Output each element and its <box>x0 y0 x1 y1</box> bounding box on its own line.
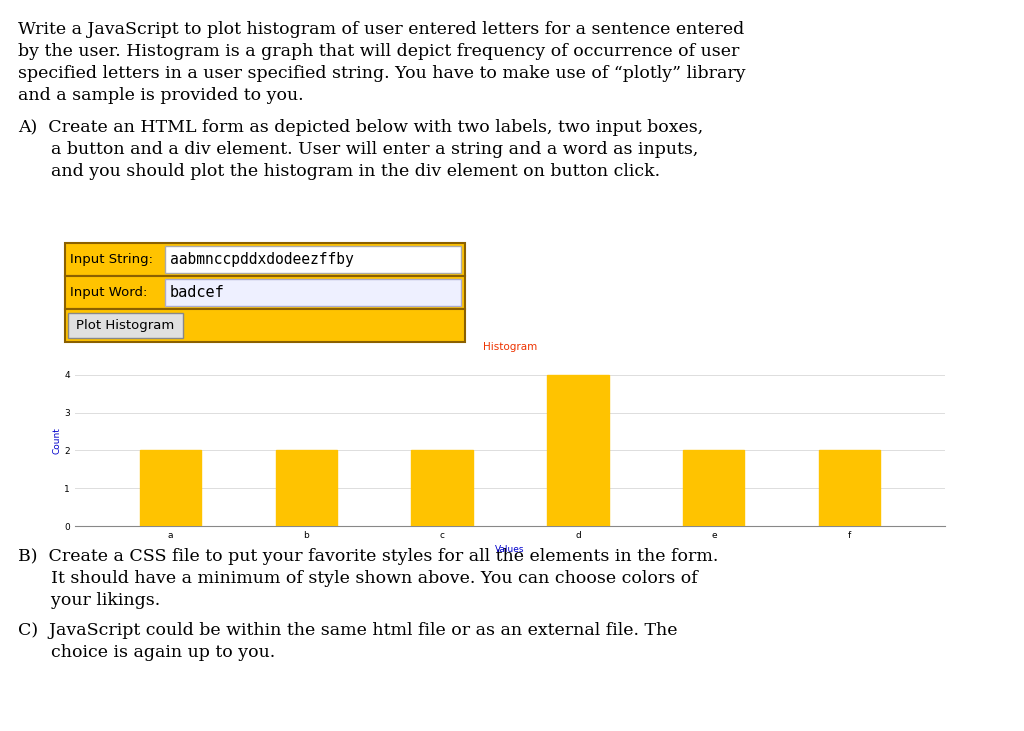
Text: a button and a div element. User will enter a string and a word as inputs,: a button and a div element. User will en… <box>18 141 698 158</box>
Text: B)  Create a CSS file to put your favorite styles for all the elements in the fo: B) Create a CSS file to put your favorit… <box>18 548 719 565</box>
Bar <box>819 450 881 526</box>
Text: Input String:: Input String: <box>70 253 153 266</box>
Bar <box>165 246 461 273</box>
Bar <box>548 375 608 526</box>
Bar <box>275 450 337 526</box>
Text: by the user. Histogram is a graph that will depict frequency of occurrence of us: by the user. Histogram is a graph that w… <box>18 43 739 60</box>
Text: choice is again up to you.: choice is again up to you. <box>18 644 275 661</box>
Bar <box>65 243 465 276</box>
Y-axis label: Count: Count <box>52 428 61 455</box>
Title: Histogram: Histogram <box>483 342 538 352</box>
Text: and you should plot the histogram in the div element on button click.: and you should plot the histogram in the… <box>18 163 660 180</box>
Bar <box>65 309 465 342</box>
Bar <box>139 450 201 526</box>
Text: A)  Create an HTML form as depicted below with two labels, two input boxes,: A) Create an HTML form as depicted below… <box>18 119 703 136</box>
Text: and a sample is provided to you.: and a sample is provided to you. <box>18 87 304 104</box>
Text: specified letters in a user specified string. You have to make use of “plotly” l: specified letters in a user specified st… <box>18 65 745 82</box>
Bar <box>412 450 473 526</box>
Text: Plot Histogram: Plot Histogram <box>77 319 175 332</box>
Bar <box>68 313 183 338</box>
Text: Write a JavaScript to plot histogram of user entered letters for a sentence ente: Write a JavaScript to plot histogram of … <box>18 21 744 38</box>
Text: Input Word:: Input Word: <box>70 286 147 299</box>
Text: badcef: badcef <box>170 285 224 300</box>
Text: C)  JavaScript could be within the same html file or as an external file. The: C) JavaScript could be within the same h… <box>18 622 678 639</box>
X-axis label: Values: Values <box>496 545 524 554</box>
Bar <box>683 450 744 526</box>
Text: aabmnccpddxdodeezffby: aabmnccpddxdodeezffby <box>170 252 353 267</box>
Text: your likings.: your likings. <box>18 592 160 609</box>
Bar <box>165 279 461 306</box>
Text: It should have a minimum of style shown above. You can choose colors of: It should have a minimum of style shown … <box>18 570 697 587</box>
Bar <box>65 276 465 309</box>
